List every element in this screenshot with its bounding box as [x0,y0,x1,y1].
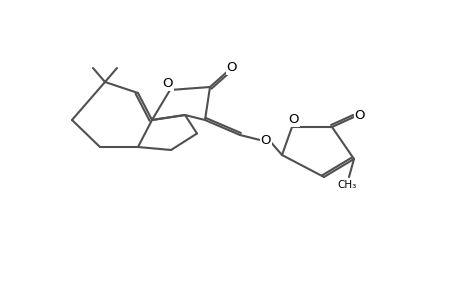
Text: CH₃: CH₃ [336,180,356,190]
Text: O: O [226,61,237,74]
Text: O: O [260,134,271,146]
Text: O: O [288,112,299,125]
Text: O: O [354,109,364,122]
Text: O: O [162,76,173,89]
